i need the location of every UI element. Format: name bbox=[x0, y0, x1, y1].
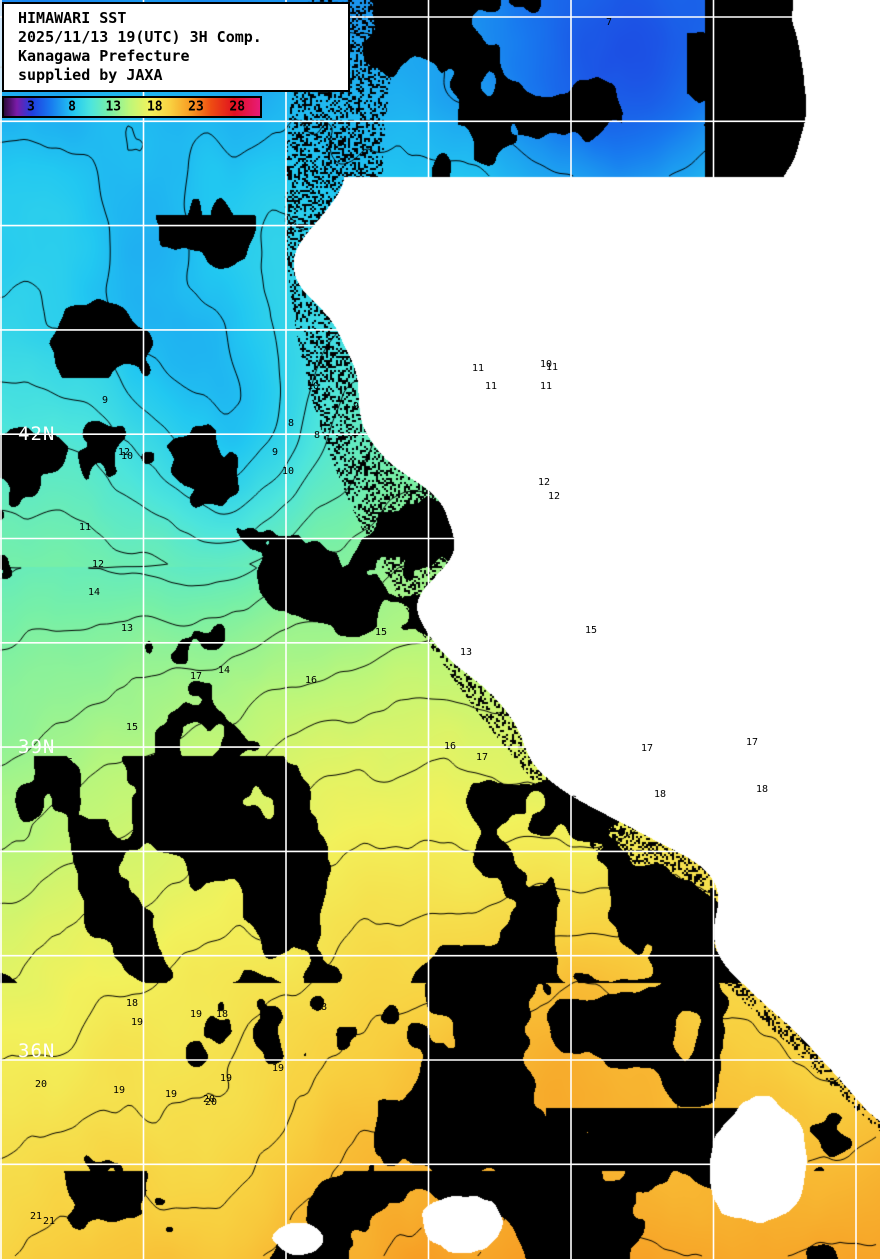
contour-label-18: 18 bbox=[216, 1009, 229, 1020]
contour-label-11: 11 bbox=[485, 381, 498, 392]
contour-label-7: 7 bbox=[606, 17, 613, 28]
contour-label-14: 14 bbox=[88, 587, 101, 598]
legend-product-line: HIMAWARI SST bbox=[18, 9, 127, 27]
contour-label-21: 21 bbox=[30, 1211, 43, 1222]
contour-label-12: 12 bbox=[538, 477, 551, 488]
temperature-colorbar: 3 8 13 18 23 28 bbox=[2, 96, 262, 118]
colorbar-tick-8: 8 bbox=[68, 99, 77, 115]
colorbar-tick-3: 3 bbox=[26, 99, 35, 115]
contour-label-10: 10 bbox=[282, 466, 295, 477]
contour-label-12: 12 bbox=[118, 447, 131, 458]
contour-label-17: 17 bbox=[641, 743, 654, 754]
contour-label-18: 18 bbox=[126, 998, 139, 1009]
contour-label-18: 18 bbox=[756, 784, 769, 795]
contour-label-13: 13 bbox=[121, 623, 134, 634]
contour-label-15: 15 bbox=[126, 722, 139, 733]
contour-label-17: 17 bbox=[190, 671, 203, 682]
colorbar-tick-28: 28 bbox=[229, 99, 246, 115]
legend-source-line: supplied by JAXA bbox=[18, 66, 163, 84]
lat-label-39N: 39N bbox=[18, 736, 56, 758]
contour-label-17: 17 bbox=[476, 752, 489, 763]
contour-label-20: 20 bbox=[35, 1079, 48, 1090]
contour-label-12: 12 bbox=[548, 491, 561, 502]
contour-label-8: 8 bbox=[314, 430, 321, 441]
contour-label-16: 16 bbox=[61, 757, 74, 768]
colorbar-tick-23: 23 bbox=[188, 99, 204, 115]
contour-label-15: 15 bbox=[585, 625, 598, 636]
contour-label-16: 16 bbox=[444, 741, 457, 752]
contour-label-18: 18 bbox=[654, 789, 667, 800]
contour-label-10: 10 bbox=[121, 451, 134, 462]
contour-label-19: 19 bbox=[165, 1089, 178, 1100]
contour-label-14: 14 bbox=[218, 665, 231, 676]
contour-label-18: 18 bbox=[315, 1002, 328, 1013]
lat-label-36N: 36N bbox=[18, 1040, 56, 1062]
contour-label-11: 11 bbox=[546, 362, 559, 373]
contour-label-10: 10 bbox=[307, 381, 320, 392]
contour-label-19: 19 bbox=[190, 1009, 203, 1020]
contour-label-13: 13 bbox=[460, 647, 473, 658]
colorbar-tick-13: 13 bbox=[105, 99, 122, 115]
contour-label-11: 11 bbox=[472, 363, 485, 374]
legend-datetime-line: 2025/11/13 19(UTC) 3H Comp. bbox=[18, 28, 262, 46]
contour-label-19: 19 bbox=[131, 1017, 144, 1028]
contour-label-9: 9 bbox=[353, 401, 360, 412]
legend-title-box: HIMAWARI SST 2025/11/13 19(UTC) 3H Comp.… bbox=[2, 2, 350, 92]
contour-label-15: 15 bbox=[375, 627, 388, 638]
contour-label-10: 10 bbox=[540, 359, 553, 370]
contour-label-20: 20 bbox=[205, 1097, 218, 1108]
colorbar-tick-18: 18 bbox=[146, 99, 163, 115]
contour-label-21: 21 bbox=[43, 1216, 56, 1227]
contour-label-9: 9 bbox=[102, 395, 109, 406]
contour-label-8: 8 bbox=[190, 442, 197, 453]
colorbar-tick-layer: 3 8 13 18 23 28 bbox=[4, 98, 260, 116]
colorbar-gradient bbox=[4, 98, 260, 116]
contour-label-19: 19 bbox=[220, 1073, 233, 1084]
contour-label-17: 17 bbox=[746, 737, 759, 748]
contour-label-20: 20 bbox=[203, 1094, 216, 1105]
contour-label-9: 9 bbox=[53, 436, 60, 447]
contour-label-11: 11 bbox=[540, 381, 553, 392]
contour-label-11: 11 bbox=[79, 522, 92, 533]
contour-label-8: 8 bbox=[288, 418, 295, 429]
contour-label-19: 19 bbox=[272, 1063, 285, 1074]
contour-label-16: 16 bbox=[305, 675, 318, 686]
contour-label-9: 9 bbox=[272, 447, 279, 458]
contour-label-12: 12 bbox=[92, 559, 105, 570]
contour-label-19: 19 bbox=[113, 1085, 126, 1096]
legend-region-line: Kanagawa Prefecture bbox=[18, 47, 190, 65]
lat-label-42N: 42N bbox=[18, 423, 56, 445]
